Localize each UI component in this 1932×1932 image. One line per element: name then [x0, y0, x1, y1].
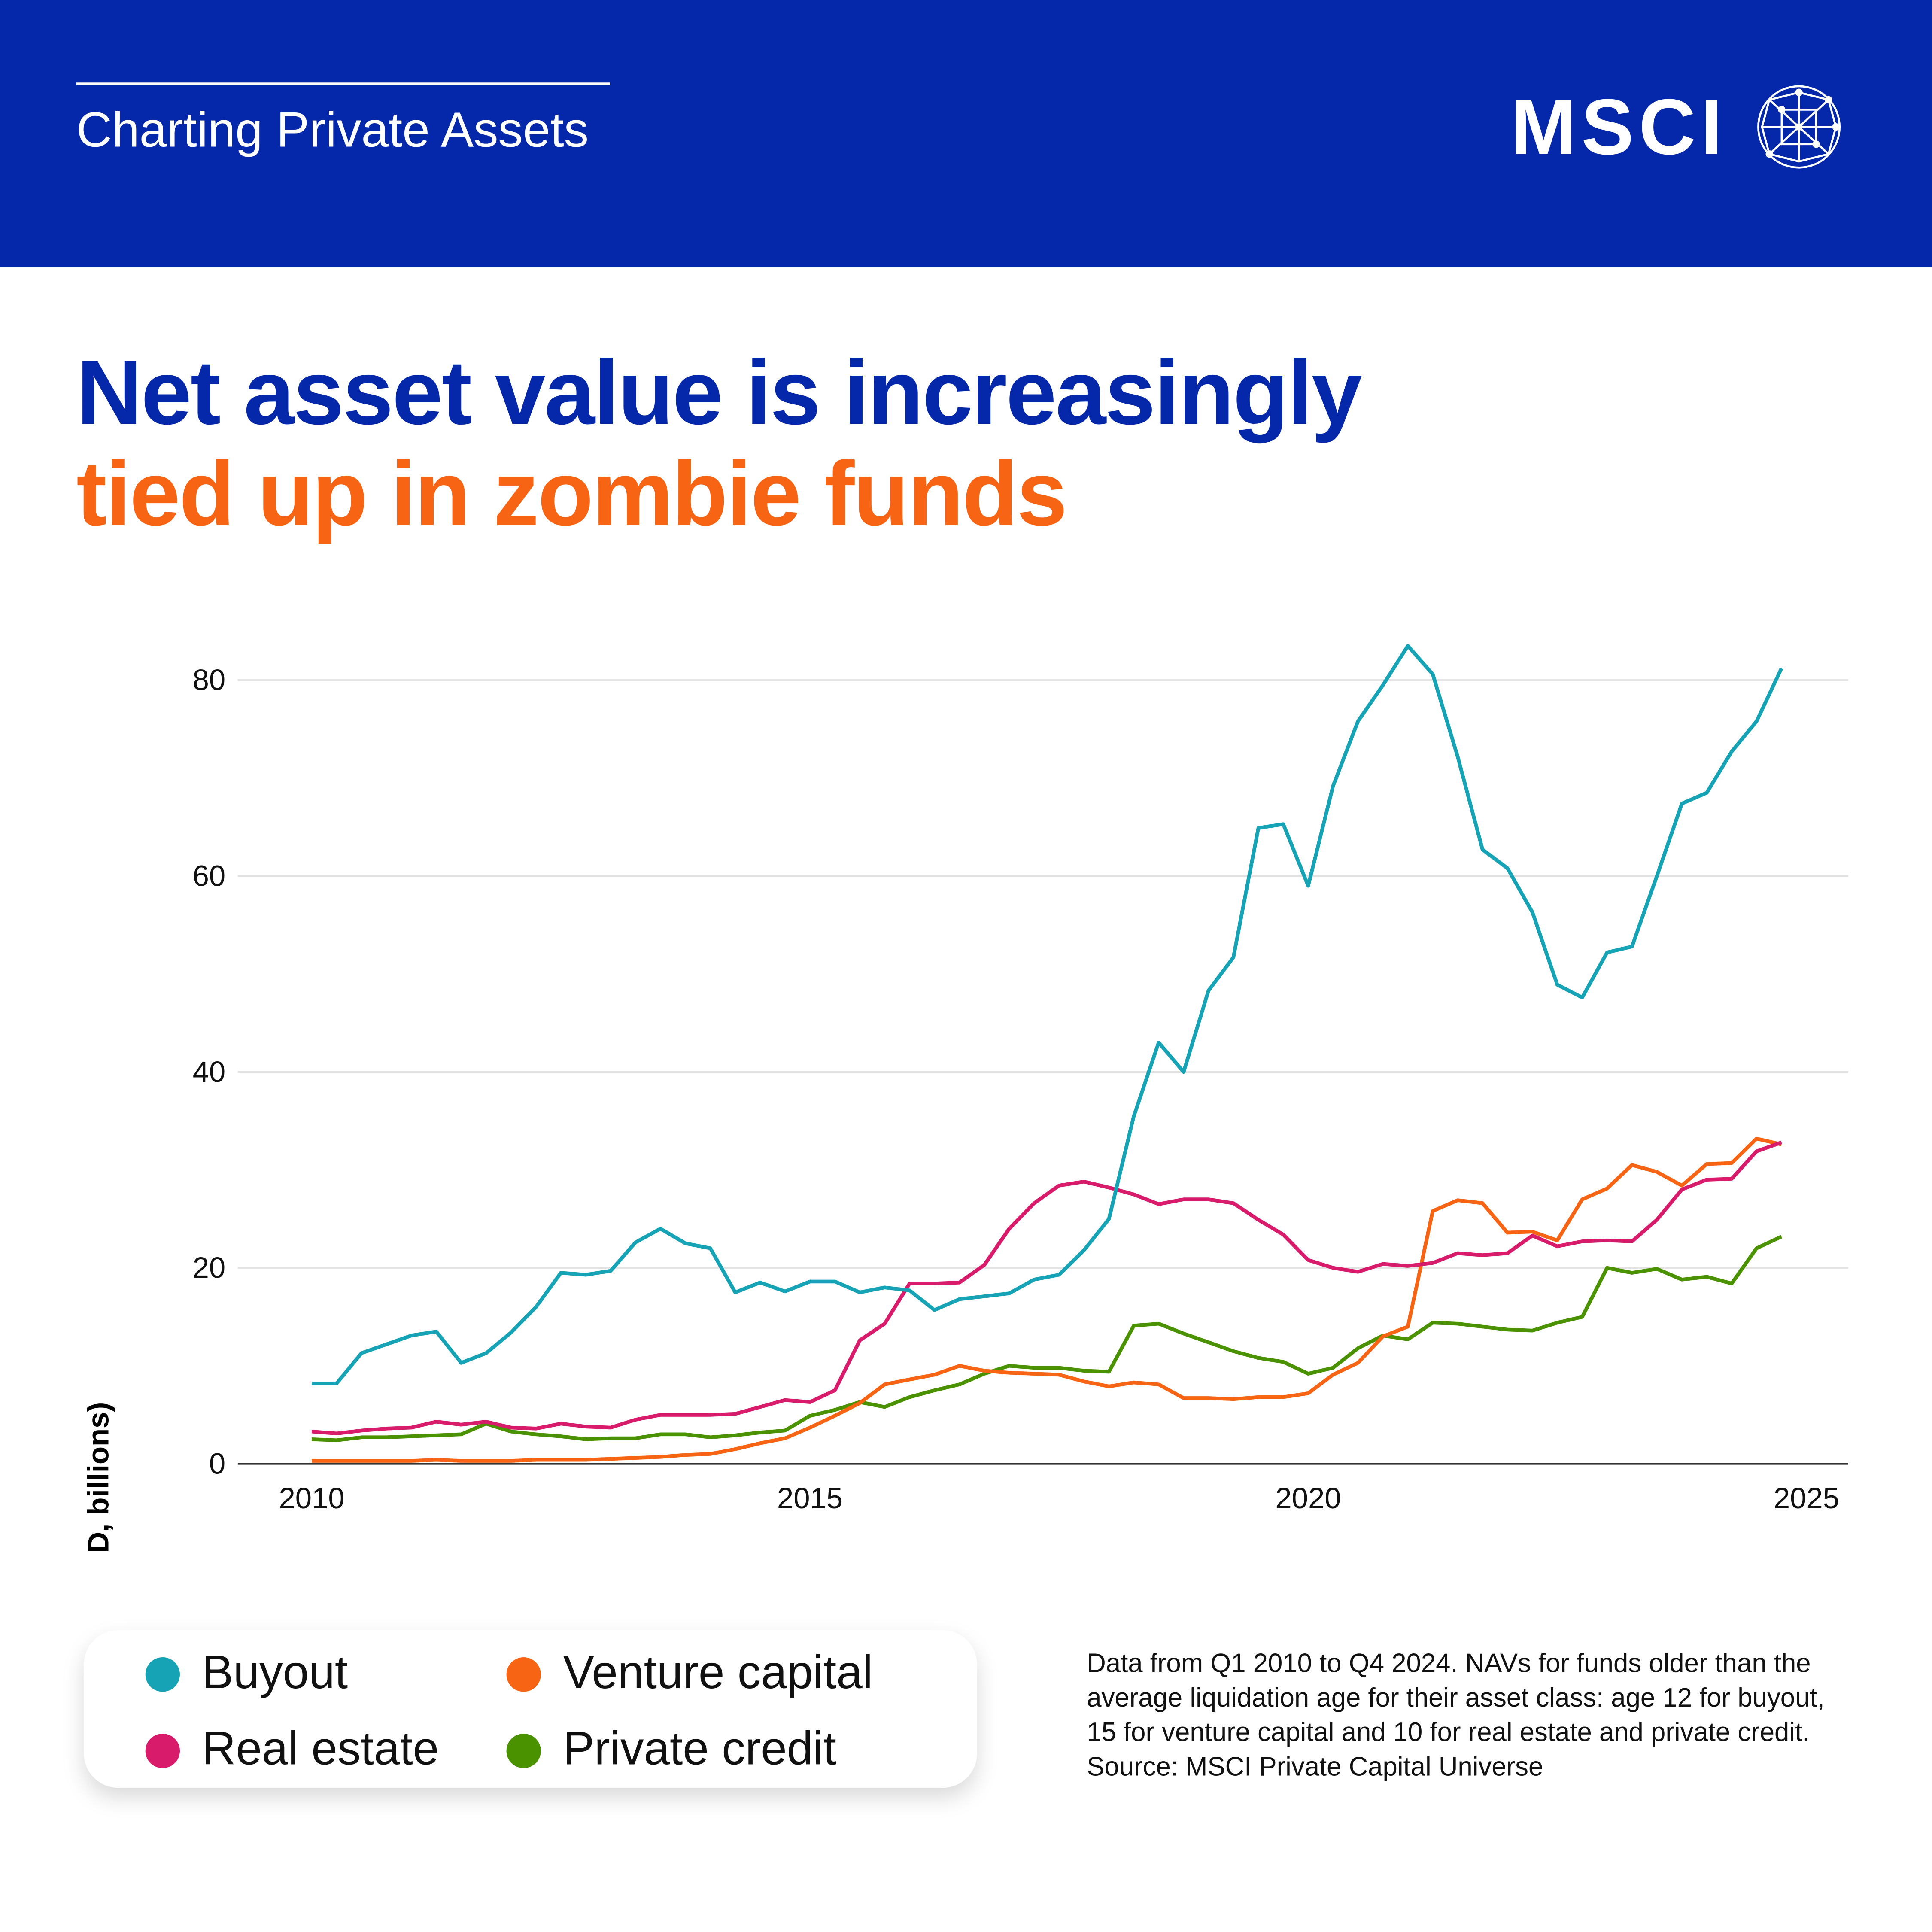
venture-capital-swatch [506, 1656, 541, 1691]
series-line-private-credit [311, 1235, 1783, 1442]
x-tick-label: 2025 [1774, 1482, 1839, 1515]
headline-line-1: Net asset value is increasingly [76, 341, 1362, 444]
real-estate-swatch [145, 1733, 180, 1768]
y-axis-label: NAV in old funds (USD, billions) [82, 1402, 115, 1552]
legend-item-buyout: Buyout [145, 1647, 348, 1700]
footnote: Data from Q1 2010 to Q4 2024. NAVs for f… [1087, 1648, 1825, 1782]
legend-item-venture-capital: Venture capital [506, 1647, 873, 1700]
legend-label: Real estate [202, 1723, 439, 1776]
y-tick-label: 60 [193, 859, 226, 892]
legend: Buyout Venture capital Real estate Priva… [84, 1630, 977, 1788]
x-tick-label: 2020 [1275, 1482, 1341, 1515]
series-title: Charting Private Assets [76, 103, 589, 158]
legend-label: Venture capital [563, 1647, 873, 1699]
private-credit-swatch [506, 1733, 541, 1768]
y-tick-label: 80 [193, 663, 226, 696]
y-tick-label: 20 [193, 1251, 226, 1284]
header-rule [76, 82, 610, 85]
msci-logo: MSCI [1510, 81, 1843, 172]
y-tick-label: 0 [209, 1447, 225, 1480]
series-line-real-estate [311, 1140, 1782, 1436]
legend-item-real-estate: Real estate [145, 1723, 439, 1777]
line-chart: 0 20 40 60 80 2010 2015 2020 2025 NAV in old fu… [82, 644, 1848, 1552]
header-banner: Charting Private Assets MSCI [0, 0, 1932, 267]
x-tick-label: 2010 [279, 1482, 344, 1515]
y-tick-label: 40 [193, 1055, 226, 1088]
buyout-swatch [145, 1656, 180, 1691]
legend-label: Private credit [563, 1723, 836, 1776]
globe-network-icon [1757, 85, 1841, 169]
series-line-venture-capital [312, 1136, 1782, 1463]
headline-line-2: tied up in zombie funds [76, 442, 1067, 545]
legend-item-private-credit: Private credit [506, 1723, 836, 1777]
headline: Net asset value is increasingly tied up … [76, 341, 1362, 545]
series-line-buyout [312, 644, 1783, 1385]
logo-text: MSCI [1510, 82, 1728, 171]
legend-label: Buyout [202, 1647, 348, 1699]
x-tick-label: 2015 [777, 1482, 843, 1515]
